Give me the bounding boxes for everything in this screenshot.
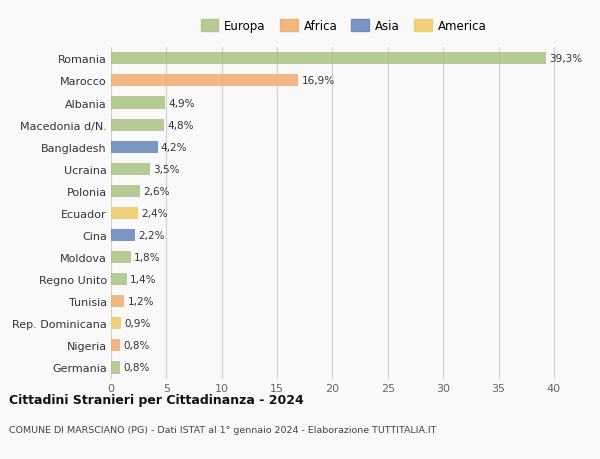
Text: COMUNE DI MARSCIANO (PG) - Dati ISTAT al 1° gennaio 2024 - Elaborazione TUTTITAL: COMUNE DI MARSCIANO (PG) - Dati ISTAT al… [9,425,436,434]
Bar [111,318,121,330]
Legend: Europa, Africa, Asia, America: Europa, Africa, Asia, America [198,18,489,36]
Text: 1,4%: 1,4% [130,274,157,285]
Text: 0,8%: 0,8% [123,363,149,373]
Bar [111,207,137,219]
Text: 0,8%: 0,8% [123,341,149,351]
Bar [111,141,157,153]
Text: 4,2%: 4,2% [161,142,187,152]
Bar [111,230,136,241]
Bar [111,119,164,131]
Bar [111,274,127,285]
Bar [111,252,131,263]
Bar [111,296,124,308]
Text: 16,9%: 16,9% [301,76,335,86]
Bar [111,340,120,352]
Bar [111,75,298,87]
Text: 2,4%: 2,4% [141,208,167,218]
Text: 4,9%: 4,9% [169,98,195,108]
Text: 4,8%: 4,8% [167,120,194,130]
Text: 2,6%: 2,6% [143,186,170,196]
Text: 2,2%: 2,2% [139,230,165,241]
Text: 0,9%: 0,9% [124,319,151,329]
Text: 1,8%: 1,8% [134,252,161,263]
Bar [111,97,165,109]
Bar [111,362,120,374]
Text: Cittadini Stranieri per Cittadinanza - 2024: Cittadini Stranieri per Cittadinanza - 2… [9,393,304,406]
Text: 1,2%: 1,2% [128,297,154,307]
Bar [111,53,546,65]
Bar [111,163,150,175]
Bar [111,185,140,197]
Text: 39,3%: 39,3% [550,54,583,64]
Text: 3,5%: 3,5% [153,164,179,174]
